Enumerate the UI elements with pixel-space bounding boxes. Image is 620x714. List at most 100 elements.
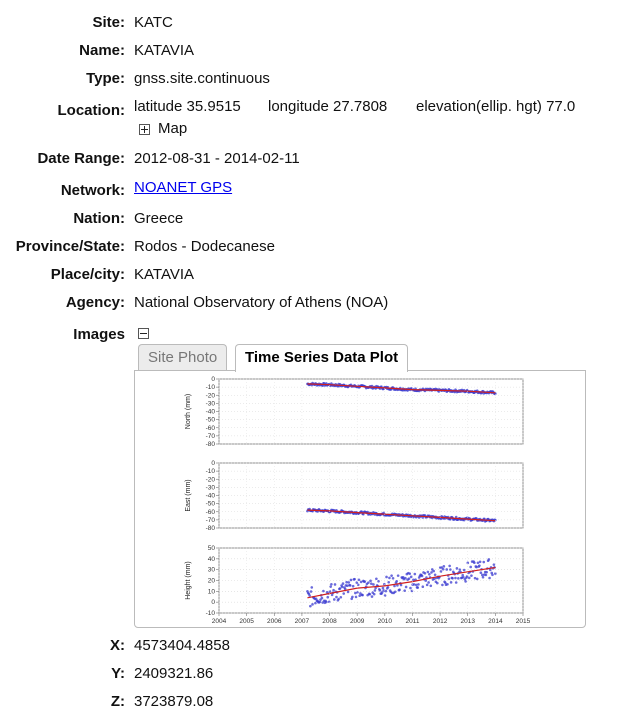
data-point bbox=[467, 576, 471, 580]
data-point bbox=[329, 585, 332, 588]
data-point bbox=[487, 558, 491, 561]
data-point bbox=[461, 573, 465, 577]
data-point bbox=[357, 578, 361, 582]
network-link[interactable]: NOANET GPS bbox=[134, 179, 233, 196]
y-tick-label: 0 bbox=[211, 599, 215, 606]
data-point bbox=[368, 592, 372, 596]
network-label: Network: bbox=[60, 182, 125, 199]
y-tick-label: 20 bbox=[208, 578, 216, 585]
y-label: Y: bbox=[111, 665, 125, 682]
data-point bbox=[311, 603, 314, 606]
data-point bbox=[321, 601, 324, 604]
y-tick-label: -10 bbox=[206, 384, 216, 391]
data-point bbox=[309, 604, 312, 608]
data-point bbox=[454, 515, 458, 519]
data-point bbox=[403, 589, 406, 592]
data-point bbox=[325, 600, 328, 604]
x-tick-label: 2004 bbox=[212, 618, 227, 625]
data-point bbox=[351, 595, 354, 599]
data-point bbox=[475, 565, 478, 569]
data-point bbox=[465, 575, 469, 578]
data-point bbox=[420, 574, 424, 578]
y-tick-label: 10 bbox=[208, 588, 216, 595]
y-tick-label: -70 bbox=[206, 433, 216, 440]
data-point bbox=[429, 584, 433, 588]
data-point bbox=[433, 577, 436, 581]
data-point bbox=[345, 580, 348, 584]
y-tick-label: 0 bbox=[211, 376, 215, 383]
data-point bbox=[473, 561, 476, 564]
name-label: Name: bbox=[79, 42, 125, 59]
data-point bbox=[396, 584, 399, 587]
data-point bbox=[449, 581, 453, 584]
data-point bbox=[441, 583, 444, 587]
data-point bbox=[412, 583, 416, 586]
map-label: Map bbox=[158, 120, 188, 137]
x-tick-label: 2013 bbox=[460, 618, 475, 625]
nation-value: Greece bbox=[134, 210, 184, 227]
data-point bbox=[482, 560, 486, 564]
tab-time-series[interactable]: Time Series Data Plot bbox=[235, 344, 409, 372]
y-tick-label: -30 bbox=[206, 400, 216, 407]
data-point bbox=[314, 597, 318, 601]
data-point bbox=[488, 568, 492, 572]
data-point bbox=[417, 583, 420, 586]
data-point bbox=[393, 584, 396, 588]
y-tick-label: -50 bbox=[206, 501, 216, 508]
tab-site-photo[interactable]: Site Photo bbox=[138, 344, 228, 371]
data-point bbox=[444, 581, 447, 584]
data-point bbox=[390, 574, 393, 577]
data-point bbox=[421, 585, 425, 588]
data-point bbox=[447, 577, 451, 581]
data-point bbox=[310, 586, 314, 589]
data-point bbox=[432, 569, 435, 573]
data-point bbox=[377, 579, 380, 583]
images-label: Images bbox=[73, 326, 125, 343]
data-point bbox=[404, 576, 407, 580]
date-range-label: Date Range: bbox=[37, 150, 125, 167]
data-point bbox=[473, 576, 477, 580]
data-point bbox=[322, 589, 325, 593]
data-point bbox=[333, 583, 337, 586]
collapse-icon bbox=[138, 327, 149, 339]
y-tick-label: 30 bbox=[208, 567, 216, 574]
data-point bbox=[387, 580, 390, 584]
data-point bbox=[372, 583, 375, 586]
data-point bbox=[367, 581, 370, 584]
x-tick-label: 2009 bbox=[350, 618, 365, 625]
data-point bbox=[478, 564, 481, 567]
x-tick-label: 2006 bbox=[267, 618, 282, 625]
location-longitude: longitude 27.7808 bbox=[268, 98, 388, 115]
data-point bbox=[424, 579, 428, 582]
data-point bbox=[449, 568, 452, 571]
data-point bbox=[351, 584, 355, 588]
data-point bbox=[414, 583, 418, 587]
data-point bbox=[372, 592, 376, 596]
data-point bbox=[430, 568, 434, 571]
data-point bbox=[340, 585, 344, 589]
data-point bbox=[355, 581, 359, 584]
y-tick-label: -60 bbox=[206, 425, 216, 432]
images-collapse-toggle[interactable] bbox=[138, 324, 157, 341]
data-point bbox=[469, 565, 472, 569]
data-point bbox=[492, 563, 496, 566]
y-axis-label: Height (mm) bbox=[185, 561, 192, 600]
data-point bbox=[327, 600, 331, 604]
data-point bbox=[427, 581, 430, 584]
data-point bbox=[494, 572, 497, 575]
data-point bbox=[338, 587, 342, 590]
y-tick-label: -50 bbox=[206, 417, 216, 424]
data-point bbox=[347, 581, 351, 584]
data-point bbox=[442, 565, 446, 568]
data-point bbox=[354, 595, 358, 599]
plot-frame bbox=[218, 462, 524, 529]
map-toggle[interactable]: Map bbox=[139, 120, 187, 137]
data-point bbox=[375, 577, 378, 581]
data-point bbox=[416, 586, 420, 589]
x-tick-label: 2012 bbox=[433, 618, 448, 625]
plot-frame bbox=[218, 378, 524, 445]
data-point bbox=[478, 560, 482, 564]
type-value: gnss.site.continuous bbox=[134, 70, 270, 87]
data-point bbox=[428, 572, 431, 576]
